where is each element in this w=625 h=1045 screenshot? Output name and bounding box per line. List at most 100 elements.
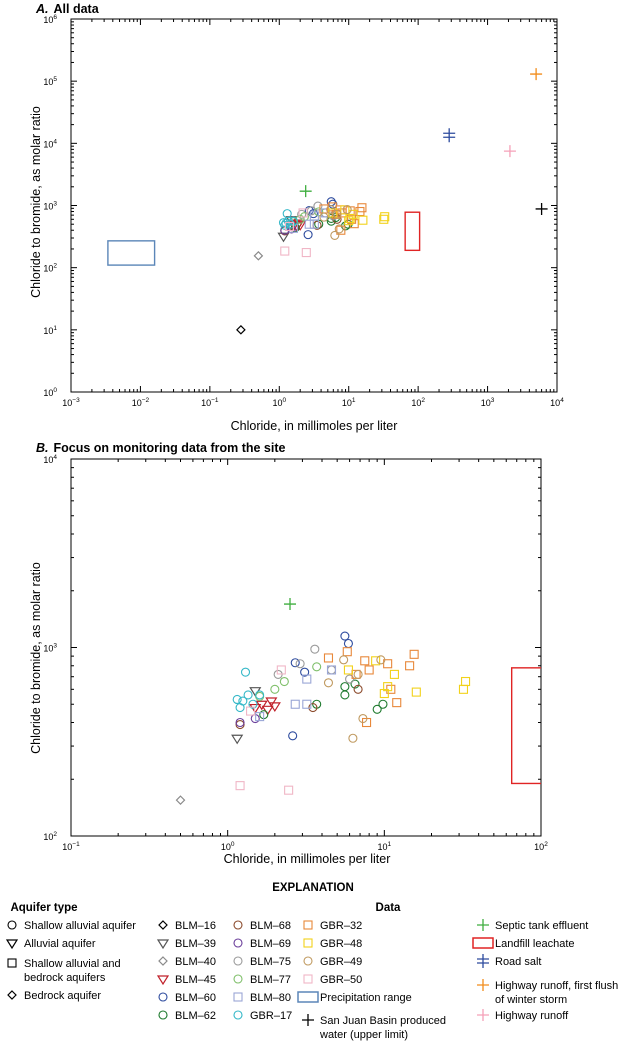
legend-san-juan-label: San Juan Basin produced	[320, 1015, 446, 1027]
panel-b-point-gbr-32	[392, 698, 402, 708]
legend-other-2-marker	[477, 954, 489, 968]
legend-well-gbr–50-marker	[303, 974, 313, 984]
panel-b-point-blm-80	[255, 712, 265, 722]
panel-b-point-gbr-48	[389, 669, 399, 679]
panel-a-point-blm-75	[297, 209, 307, 219]
panel-b-point-gbr-48	[411, 687, 421, 697]
panel-a-point-blm-60	[303, 230, 313, 240]
panel-b-point-blm-69	[235, 717, 245, 728]
panel-b-point-gbr-17	[248, 699, 258, 709]
panel-a-x-tick-exp: 2	[421, 397, 425, 404]
legend-data-heading: Data	[376, 902, 402, 914]
panel-b-point-blm-45	[261, 705, 274, 716]
legend-well-gbr–49-marker	[303, 956, 313, 966]
legend-well-blm–39-label: BLM–39	[175, 938, 216, 950]
panel-b-x-tick-exp: 0	[231, 841, 235, 848]
legend-other-4-marker	[477, 1009, 489, 1021]
panel-b-point-blm-39	[231, 734, 244, 745]
panel-b-point-gbr-49	[358, 713, 368, 724]
panel-a-y-tick-base: 10	[43, 202, 53, 212]
panel-a-y-tick-base: 10	[43, 388, 53, 398]
panel-b-x-tick-exp: 2	[544, 841, 548, 848]
panel-a-y-tick-label: 101	[43, 325, 57, 336]
panel-b-point-blm-80	[326, 665, 337, 675]
panel-b-x-tick-label: 100	[221, 841, 235, 852]
panel-b-point-gbr-48	[371, 656, 381, 666]
legend-well-blm–69-marker	[233, 938, 243, 948]
panel-b-y-axis-label: Chloride to bromide, as molar ratio	[29, 562, 43, 754]
panel-a-point-gbr-50	[298, 208, 308, 218]
panel-a-x-tick-base: 10	[62, 398, 72, 408]
panel-b-point-blm-77	[270, 684, 280, 694]
panel-a-x-tick-exp: 0	[282, 397, 286, 404]
panel-b-point-blm-80	[302, 674, 312, 684]
panel-a-point-gbr-32	[336, 225, 346, 235]
panel-a-point-blm-80	[304, 219, 314, 229]
panel-b-point-septic-tank-effluent	[284, 598, 297, 611]
panel-b-point-gbr-32	[405, 661, 415, 671]
legend-other-3-marker	[477, 979, 489, 991]
legend-aquifer-0-marker	[7, 920, 17, 930]
panel-a-x-tick-exp: −3	[72, 397, 80, 404]
legend-well-blm–60-marker	[158, 992, 168, 1002]
panel-a-data-layer	[107, 68, 548, 335]
panel-b-point-gbr-32	[383, 659, 393, 669]
legend-well-gbr–32-label: GBR–32	[320, 920, 362, 932]
panel-a-point-gbr-49	[330, 230, 340, 240]
panel-a-x-tick-base: 10	[481, 398, 491, 408]
legend-well-gbr–49-label: GBR–49	[320, 956, 362, 968]
panel-a-x-tick-base: 10	[272, 398, 282, 408]
panel-a-y-tick-label: 102	[43, 263, 57, 274]
panel-a-point-san-juan-basin-produced-water-upper-limit-	[535, 202, 548, 215]
legend-san-juan-label-2: water (upper limit)	[319, 1029, 408, 1041]
panel-b-point-gbr-49	[376, 655, 386, 665]
panel-b-plot-frame	[70, 458, 542, 837]
panel-a-range-precipitation-range	[107, 240, 156, 266]
panel-b-point-gbr-17	[235, 703, 245, 713]
panel-a-point-gbr-48	[348, 209, 358, 219]
legend-precipitation-range-marker	[297, 991, 319, 1003]
panel-b-point-gbr-49	[353, 669, 363, 679]
panel-a-x-tick-exp: 3	[491, 397, 495, 404]
panel-a-point-blm-75	[313, 201, 323, 211]
legend-well-blm–62-marker	[158, 1010, 168, 1020]
legend-well-gbr–17-marker	[233, 1010, 243, 1020]
panel-a-x-axis-label: Chloride, in millimoles per liter	[231, 419, 398, 433]
panel-a-point-gbr-49	[342, 205, 352, 215]
panel-a-x-tick-label: 10−1	[201, 397, 219, 408]
legend-aquifer-3-marker	[7, 990, 17, 1000]
panel-b-x-tick-base: 10	[534, 842, 544, 852]
legend-other-1-label: Landfill leachate	[495, 938, 575, 950]
panel-b-range-landfill-leachate	[510, 667, 541, 785]
panel-a-x-tick-exp: 4	[560, 397, 564, 404]
panel-a-point-blm-77	[295, 214, 305, 224]
legend-other-3-label-2: of winter storm	[495, 994, 567, 1006]
panel-b-point-blm-60	[340, 631, 350, 641]
panel-b-point-gbr-17	[232, 694, 242, 705]
legend-well-blm–40-label: BLM–40	[175, 956, 216, 968]
legend-san-juan-marker	[302, 1014, 314, 1026]
panel-b-y-tick-exp: 4	[53, 454, 57, 461]
panel-a-point-blm-16	[236, 324, 246, 335]
legend-heading: EXPLANATION	[272, 882, 354, 894]
panel-b-y-tick-exp: 3	[53, 643, 57, 650]
legend-well-blm–80-marker	[233, 992, 243, 1002]
legend-other-0-label: Septic tank effluent	[495, 920, 588, 932]
legend-well-blm–45-label: BLM–45	[175, 974, 216, 986]
panel-a-x-tick-base: 10	[132, 398, 142, 408]
legend-well-blm–80-label: BLM–80	[250, 992, 291, 1004]
legend-aquifer-1-label: Alluvial aquifer	[24, 938, 96, 950]
panel-b-x-tick-label: 101	[378, 841, 392, 852]
panel-a-point-blm-40	[253, 250, 264, 261]
legend-other-4-label: Highway runoff	[495, 1010, 569, 1022]
legend-well-gbr–17-label: GBR–17	[250, 1010, 292, 1022]
panel-a-x-tick-label: 101	[342, 397, 356, 408]
panel-b-point-blm-45	[265, 697, 278, 708]
panel-a-point-highway-runoff-first-flush-of-winter-storm	[530, 68, 543, 81]
panel-b-point-blm-68	[353, 684, 363, 694]
panel-a-point-septic-tank-effluent	[299, 185, 312, 198]
legend-aquifer-2-label-2: bedrock aquifers	[24, 972, 106, 984]
panel-b-point-gbr-48	[379, 688, 389, 699]
panel-b-point-gbr-48	[458, 684, 469, 694]
